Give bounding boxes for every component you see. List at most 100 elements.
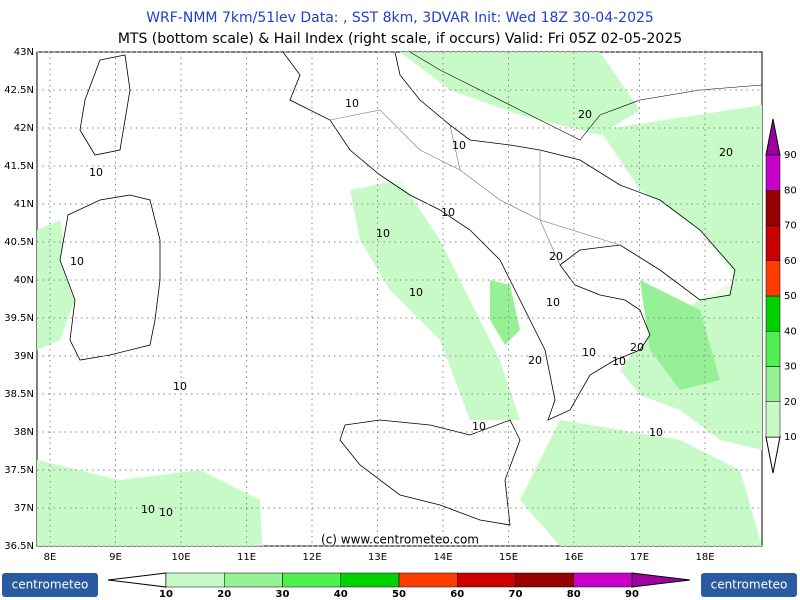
map [36, 51, 763, 547]
lon-label: 8E [44, 552, 57, 563]
scale-end [765, 118, 781, 156]
contour-label: 20 [578, 108, 592, 121]
contour-label: 10 [89, 166, 103, 179]
contour-label: 10 [376, 227, 390, 240]
scale-label: 50 [784, 291, 797, 302]
logo-text: centrometeo [711, 578, 788, 592]
sardinia [59, 194, 161, 361]
lat-label: 39N [14, 351, 34, 362]
lon-label: 16E [564, 552, 583, 563]
scale-label: 10 [784, 432, 797, 443]
scale-label: 20 [217, 589, 231, 600]
mts-area [640, 280, 720, 390]
contour-label: 20 [528, 354, 542, 367]
logo-text: centrometeo [12, 578, 89, 592]
scale-swatch [224, 572, 283, 588]
mts-area [350, 180, 520, 420]
scale-swatch [765, 366, 781, 402]
contour-label: 10 [141, 503, 155, 516]
lat-label: 37N [14, 503, 34, 514]
regional-border [329, 109, 621, 266]
scale-label: 30 [276, 589, 290, 600]
lon-label: 18E [695, 552, 714, 563]
lat-label: 37.5N [4, 465, 34, 476]
lat-label: 42.5N [4, 85, 34, 96]
logo-box [701, 573, 797, 597]
contour-label: 10 [452, 139, 466, 152]
scale-swatch [765, 260, 781, 297]
sicily [339, 419, 521, 526]
lat-label: 40.5N [4, 237, 34, 248]
contour-label: 10 [472, 420, 486, 433]
scale-label: 90 [784, 150, 797, 161]
scale-swatch [765, 295, 781, 332]
contour-label: 10 [649, 426, 663, 439]
mts-area [37, 460, 262, 546]
mts-area [400, 52, 640, 135]
scale-swatch [165, 572, 225, 588]
scale-swatch [765, 154, 781, 191]
scale-label: 90 [625, 589, 639, 600]
scale-end [765, 436, 781, 474]
lon-label: 17E [630, 552, 649, 563]
contour-label: 10 [546, 296, 560, 309]
lon-label: 12E [302, 552, 321, 563]
lat-label: 36.5N [4, 541, 34, 552]
scale-label: 50 [392, 589, 406, 600]
scale-swatch [282, 572, 341, 588]
corsica [79, 54, 131, 156]
scale-swatch [765, 225, 781, 261]
scale-end [631, 572, 691, 588]
contour-label: 10 [612, 355, 626, 368]
scale-end [107, 572, 167, 588]
scale-swatch [765, 190, 781, 226]
contour-label: 20 [630, 341, 644, 354]
scale-label: 40 [334, 589, 348, 600]
scale-swatch [765, 331, 781, 367]
contour-label: 10 [159, 506, 173, 519]
title: WRF-NMM 7km/51lev Data: , SST 8km, 3DVAR… [146, 10, 654, 26]
lat-label: 40N [14, 275, 34, 286]
scale-label: 60 [450, 589, 464, 600]
scale-swatch [457, 572, 516, 588]
lat-label: 42N [14, 123, 34, 134]
lat-label: 41.5N [4, 161, 34, 172]
lat-label: 39.5N [4, 313, 34, 324]
lon-label: 14E [433, 552, 452, 563]
scale-swatch [340, 572, 400, 588]
scale-label: 80 [784, 185, 797, 196]
lat-label: 38.5N [4, 389, 34, 400]
contour-label: 10 [441, 206, 455, 219]
contour-label: 20 [549, 250, 563, 263]
scale-label: 60 [784, 256, 797, 267]
balkan-coast [409, 51, 763, 141]
lat-label: 41N [14, 199, 34, 210]
mts-area [520, 420, 762, 546]
lon-label: 10E [171, 552, 190, 563]
mts-area [600, 105, 762, 450]
contour-label: 10 [345, 97, 359, 110]
lon-label: 15E [499, 552, 518, 563]
scale-label: 80 [567, 589, 581, 600]
copyright: (c) www.centrometeo.com [321, 533, 479, 547]
scale-label: 10 [159, 589, 173, 600]
logo-left: centrometeo [2, 573, 98, 597]
scale-label: 30 [784, 362, 797, 373]
logo-right: centrometeo [701, 573, 797, 597]
mts-area [490, 280, 520, 345]
contour-label: 10 [70, 255, 84, 268]
scale-swatch [573, 572, 633, 588]
lat-label: 38N [14, 427, 34, 438]
lon-label: 13E [368, 552, 387, 563]
contour-label: 20 [719, 146, 733, 159]
scale-swatch [515, 572, 574, 588]
subtitle: MTS (bottom scale) & Hail Index (right s… [118, 31, 682, 47]
lon-label: 11E [237, 552, 256, 563]
scale-swatch [398, 572, 458, 588]
scale-label: 70 [509, 589, 523, 600]
lon-label: 9E [109, 552, 122, 563]
contour-label: 10 [582, 346, 596, 359]
scale-label: 20 [784, 397, 797, 408]
lat-label: 43N [14, 47, 34, 58]
